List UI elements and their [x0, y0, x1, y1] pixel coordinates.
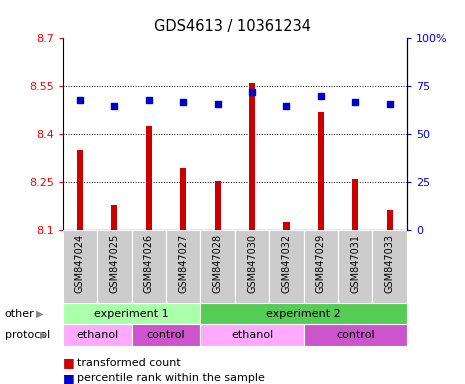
Bar [386, 210, 393, 230]
Bar [132, 324, 200, 346]
Text: GSM847031: GSM847031 [350, 234, 360, 293]
Text: experiment 1: experiment 1 [94, 309, 169, 319]
Bar [338, 230, 372, 303]
Point [248, 89, 256, 95]
Text: GSM847026: GSM847026 [144, 234, 154, 293]
Bar [352, 179, 359, 230]
Point [317, 93, 325, 99]
Bar [77, 151, 83, 230]
Bar [249, 83, 255, 230]
Text: GSM847029: GSM847029 [316, 234, 326, 293]
Text: GSM847028: GSM847028 [213, 234, 223, 293]
Text: GDS4613 / 10361234: GDS4613 / 10361234 [154, 19, 311, 34]
Bar [200, 324, 304, 346]
Point [283, 103, 290, 109]
Text: protocol: protocol [5, 330, 50, 340]
Text: percentile rank within the sample: percentile rank within the sample [77, 373, 265, 383]
Bar [132, 230, 166, 303]
Text: other: other [5, 309, 34, 319]
Bar [166, 230, 200, 303]
Text: ▶: ▶ [40, 330, 48, 340]
Text: ▶: ▶ [36, 309, 43, 319]
Point [352, 99, 359, 105]
Text: GSM847024: GSM847024 [75, 234, 85, 293]
Bar [372, 230, 407, 303]
Bar [180, 168, 186, 230]
Text: ■: ■ [63, 356, 74, 369]
Text: control: control [336, 330, 375, 340]
Bar [63, 324, 132, 346]
Text: experiment 2: experiment 2 [266, 309, 341, 319]
Point [386, 101, 393, 107]
Text: transformed count: transformed count [77, 358, 180, 368]
Bar [318, 112, 324, 230]
Bar [146, 126, 152, 230]
Bar [200, 230, 235, 303]
Bar [269, 230, 304, 303]
Bar [63, 303, 200, 324]
Bar [111, 205, 118, 230]
Bar [304, 230, 338, 303]
Bar [200, 303, 407, 324]
Point [145, 97, 153, 103]
Text: ethanol: ethanol [76, 330, 118, 340]
Text: GSM847027: GSM847027 [178, 234, 188, 293]
Bar [214, 181, 221, 230]
Text: ■: ■ [63, 372, 74, 384]
Bar [235, 230, 269, 303]
Text: ethanol: ethanol [231, 330, 273, 340]
Text: GSM847025: GSM847025 [109, 234, 120, 293]
Bar [283, 222, 290, 230]
Point [76, 97, 84, 103]
Point [179, 99, 187, 105]
Text: GSM847033: GSM847033 [385, 234, 395, 293]
Point [111, 103, 118, 109]
Bar [97, 230, 132, 303]
Point [214, 101, 221, 107]
Text: GSM847030: GSM847030 [247, 234, 257, 293]
Bar [63, 230, 97, 303]
Bar [304, 324, 407, 346]
Text: GSM847032: GSM847032 [281, 234, 292, 293]
Text: control: control [146, 330, 186, 340]
